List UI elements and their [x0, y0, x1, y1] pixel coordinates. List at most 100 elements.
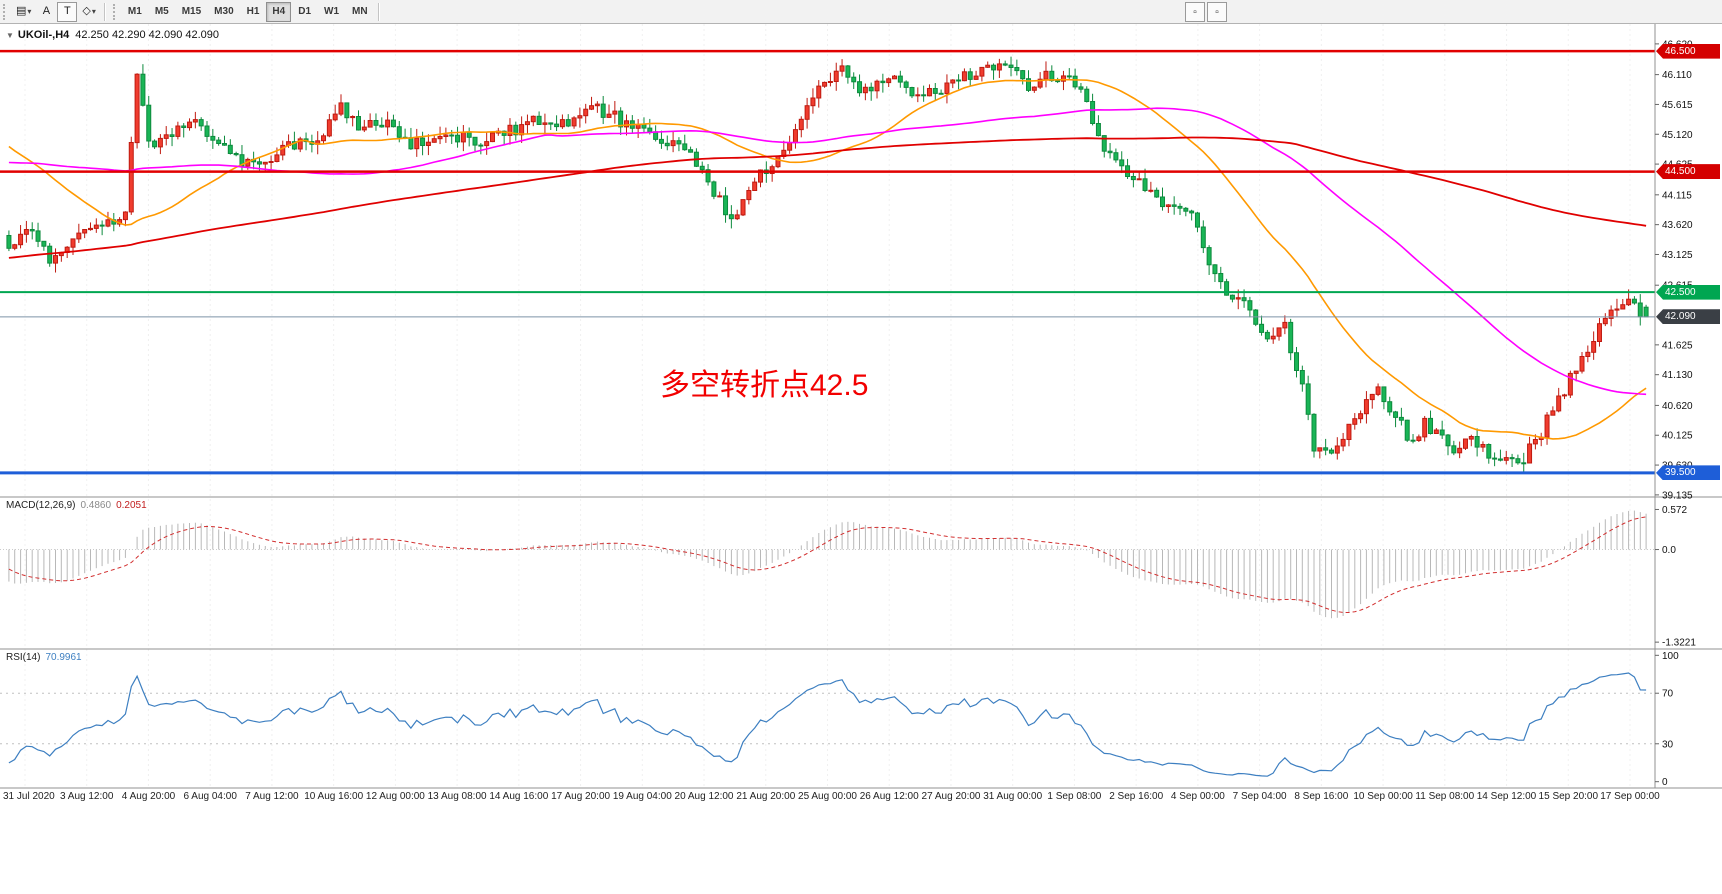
- chart-symbol-readout: ▼ UKOil-,H4 42.250 42.290 42.090 42.090: [6, 29, 219, 41]
- price-axis-label: 45.615: [1662, 100, 1693, 111]
- timeframe-H1-button[interactable]: H1: [241, 2, 266, 22]
- time-axis-label: 15 Sep 20:00: [1538, 791, 1599, 802]
- toolbar-separator: [377, 2, 380, 21]
- cursor-a-icon: A: [42, 5, 51, 17]
- ma-line-MA-slow-red: [8, 136, 1647, 259]
- rsi-axis-label: 70: [1662, 689, 1674, 700]
- time-axis-label: 2 Sep 16:00: [1109, 791, 1164, 802]
- chart-annotation-text[interactable]: 多空转折点42.5: [660, 369, 869, 402]
- cursor-tool-button[interactable]: A: [36, 2, 56, 22]
- price-axis-label: 40.620: [1662, 401, 1693, 412]
- timeframe-M15-button[interactable]: M15: [176, 2, 207, 22]
- grid-lines: [24, 24, 1631, 788]
- rsi-value: 70.9961: [45, 652, 82, 663]
- macd-axis-label: 0.572: [1662, 505, 1687, 516]
- toolbar-extra-group: ▫ ▫: [1185, 2, 1227, 22]
- time-axis-label: 14 Sep 12:00: [1476, 791, 1537, 802]
- price-badge-44.500: 44.500: [1656, 164, 1720, 180]
- toolbar-extra-button-2[interactable]: ▫: [1207, 2, 1227, 22]
- chevron-down-icon: ▾: [27, 7, 32, 16]
- price-badge-42.090: 42.090: [1656, 309, 1720, 325]
- price-axis-label: 41.130: [1662, 370, 1693, 381]
- toolbar-extra-button-1[interactable]: ▫: [1185, 2, 1205, 22]
- macd-title: MACD(12,26,9): [6, 500, 76, 511]
- ohlc-readout: 42.250 42.290 42.090 42.090: [75, 29, 220, 41]
- chart-canvas[interactable]: 46.62046.11045.61545.12044.62544.11543.6…: [0, 24, 1722, 894]
- price-axis-label: 44.115: [1662, 190, 1692, 201]
- toolbar-grip[interactable]: [112, 3, 118, 20]
- price-axis-label: 43.125: [1662, 250, 1693, 261]
- timeframe-D1-button[interactable]: D1: [292, 2, 317, 22]
- chart-list-tool-button[interactable]: ▤ ▾: [12, 2, 35, 22]
- time-axis-label: 26 Aug 12:00: [859, 791, 919, 802]
- time-axis-label: 20 Aug 12:00: [674, 791, 734, 802]
- rsi-axis-label: 0: [1662, 777, 1668, 788]
- ma-line-MA-fast-orange: [8, 78, 1647, 440]
- time-axis-label: 8 Sep 16:00: [1294, 791, 1349, 802]
- macd-axis-label: 0.0: [1662, 545, 1676, 556]
- timeframe-MN-button[interactable]: MN: [346, 2, 374, 22]
- time-axis-label: 10 Aug 16:00: [304, 791, 364, 802]
- text-tool-button[interactable]: T: [57, 1, 78, 22]
- price-axis-label: 41.625: [1662, 340, 1693, 351]
- collapse-arrow-icon[interactable]: ▼: [6, 31, 14, 40]
- macd-signal-value: 0.2051: [116, 500, 147, 511]
- price-axis-label: 40.125: [1662, 431, 1693, 442]
- chart-list-icon: ▤: [16, 5, 27, 17]
- time-axis-label: 27 Aug 20:00: [921, 791, 981, 802]
- time-axis-label: 6 Aug 04:00: [183, 791, 237, 802]
- time-axis-label: 21 Aug 20:00: [736, 791, 796, 802]
- price-badge-39.500: 39.500: [1656, 465, 1720, 481]
- time-axis-label: 25 Aug 00:00: [798, 791, 857, 802]
- price-axis-label: 45.120: [1662, 130, 1693, 141]
- time-axis-label: 17 Sep 00:00: [1600, 791, 1660, 802]
- time-axis-label: 1 Sep 08:00: [1047, 791, 1102, 802]
- time-axis-label: 17 Aug 20:00: [551, 791, 611, 802]
- macd-histogram: [8, 510, 1647, 619]
- timeframe-M1-button[interactable]: M1: [122, 2, 148, 22]
- macd-main-value: 0.4860: [80, 500, 112, 511]
- time-axis-label: 11 Sep 08:00: [1415, 791, 1475, 802]
- price-badge-42.500: 42.500: [1656, 284, 1720, 300]
- rsi-axis-label: 30: [1662, 739, 1674, 750]
- candles-group: [6, 56, 1649, 474]
- time-axis: 31 Jul 2020 3 Aug 12:00 4 Aug 20:00 6 Aug 0…: [0, 791, 1722, 807]
- macd-signal-line: [8, 516, 1647, 613]
- time-axis-label: 12 Aug 00:00: [365, 791, 425, 802]
- time-axis-label: 31 Aug 00:00: [983, 791, 1043, 802]
- time-axis-label: 4 Sep 00:00: [1170, 791, 1225, 802]
- time-axis-label: 13 Aug 08:00: [427, 791, 487, 802]
- price-axis-label: 46.110: [1662, 70, 1692, 81]
- macd-panel-label: MACD(12,26,9) 0.4860 0.2051: [6, 500, 147, 511]
- timeframe-W1-button[interactable]: W1: [318, 2, 345, 22]
- timeframe-H4-button[interactable]: H4: [266, 1, 292, 22]
- time-axis-label: 3 Aug 12:00: [59, 791, 114, 802]
- drawing-tools-group: ▤ ▾ A T ◇ ▾: [12, 1, 100, 22]
- time-axis-label: 7 Aug 12:00: [245, 791, 299, 802]
- time-axis-label: 7 Sep 04:00: [1232, 791, 1287, 802]
- rsi-title: RSI(14): [6, 652, 41, 663]
- symbol-label: UKOil-,H4: [17, 29, 70, 41]
- objects-tool-button[interactable]: ◇ ▾: [78, 2, 99, 22]
- text-tool-icon: T: [64, 5, 71, 17]
- price-axis-label: 43.620: [1662, 220, 1693, 231]
- time-axis-label: 14 Aug 16:00: [489, 791, 549, 802]
- toolbar-separator: [103, 2, 106, 21]
- time-axis-label: 4 Aug 20:00: [121, 791, 176, 802]
- price-badge-46.500: 46.500: [1656, 43, 1720, 59]
- timeframe-M30-button[interactable]: M30: [208, 2, 239, 22]
- time-axis-label: 31 Jul 2020: [3, 791, 55, 802]
- rsi-axis-label: 100: [1662, 651, 1679, 662]
- time-axis-label: 19 Aug 04:00: [612, 791, 672, 802]
- draw-objects-icon: ◇: [82, 5, 91, 17]
- toolbar-grip[interactable]: [3, 3, 8, 20]
- macd-axis-label: -1.3221: [1662, 638, 1696, 649]
- rsi-line: [8, 672, 1647, 777]
- timeframes-group: M1 M5 M15 M30 H1 H4 D1 W1 MN: [122, 1, 374, 22]
- toolbar: ▤ ▾ A T ◇ ▾ M1 M5 M15 M30 H1 H4 D1 W1 MN ▫ ▫: [0, 0, 1722, 24]
- time-axis-label: 10 Sep 00:00: [1353, 791, 1413, 802]
- timeframe-M5-button[interactable]: M5: [149, 2, 175, 22]
- rsi-panel-label: RSI(14) 70.9961: [6, 652, 82, 663]
- chevron-down-icon: ▾: [91, 7, 96, 16]
